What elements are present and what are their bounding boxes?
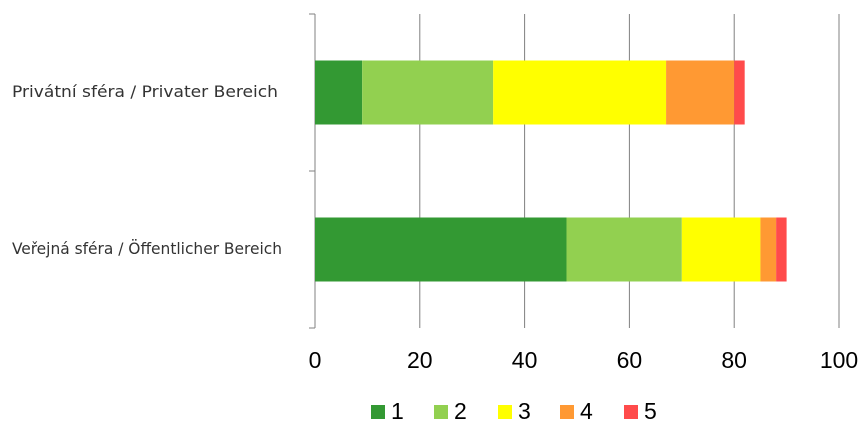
x-tick-label: 0 — [309, 347, 322, 373]
x-tick-label: 20 — [407, 347, 433, 373]
legend-swatch-4 — [560, 405, 574, 419]
legend-label-3: 3 — [518, 398, 531, 424]
category-label: Privátní sféra / Privater Bereich — [12, 82, 278, 101]
bar-segment-2-cat-2 — [566, 217, 682, 282]
bar-segment-4-cat-1 — [666, 60, 735, 125]
legend-swatch-3 — [498, 405, 512, 419]
bar-segment-1-cat-2 — [315, 217, 567, 282]
legend-swatch-1 — [371, 405, 385, 419]
x-tick-label: 60 — [617, 347, 643, 373]
legend-label-2: 2 — [454, 398, 467, 424]
bar-segment-2-cat-1 — [362, 60, 494, 125]
x-tick-label: 40 — [512, 347, 538, 373]
bar-segment-3-cat-2 — [681, 217, 761, 282]
bar-segment-5-cat-1 — [734, 60, 745, 125]
x-tick-label: 100 — [820, 347, 858, 373]
x-tick-label: 80 — [721, 347, 747, 373]
legend-swatch-2 — [434, 405, 448, 419]
bar-segment-3-cat-1 — [493, 60, 667, 125]
category-label: Veřejná sféra / Öffentlicher Bereich — [12, 239, 282, 258]
legend-swatch-5 — [624, 405, 638, 419]
legend-label-5: 5 — [644, 398, 657, 424]
legend-label-4: 4 — [580, 398, 593, 424]
bar-segment-5-cat-2 — [776, 217, 787, 282]
bar-segment-4-cat-2 — [760, 217, 777, 282]
legend-label-1: 1 — [391, 398, 404, 424]
bar-segment-1-cat-1 — [315, 60, 363, 125]
